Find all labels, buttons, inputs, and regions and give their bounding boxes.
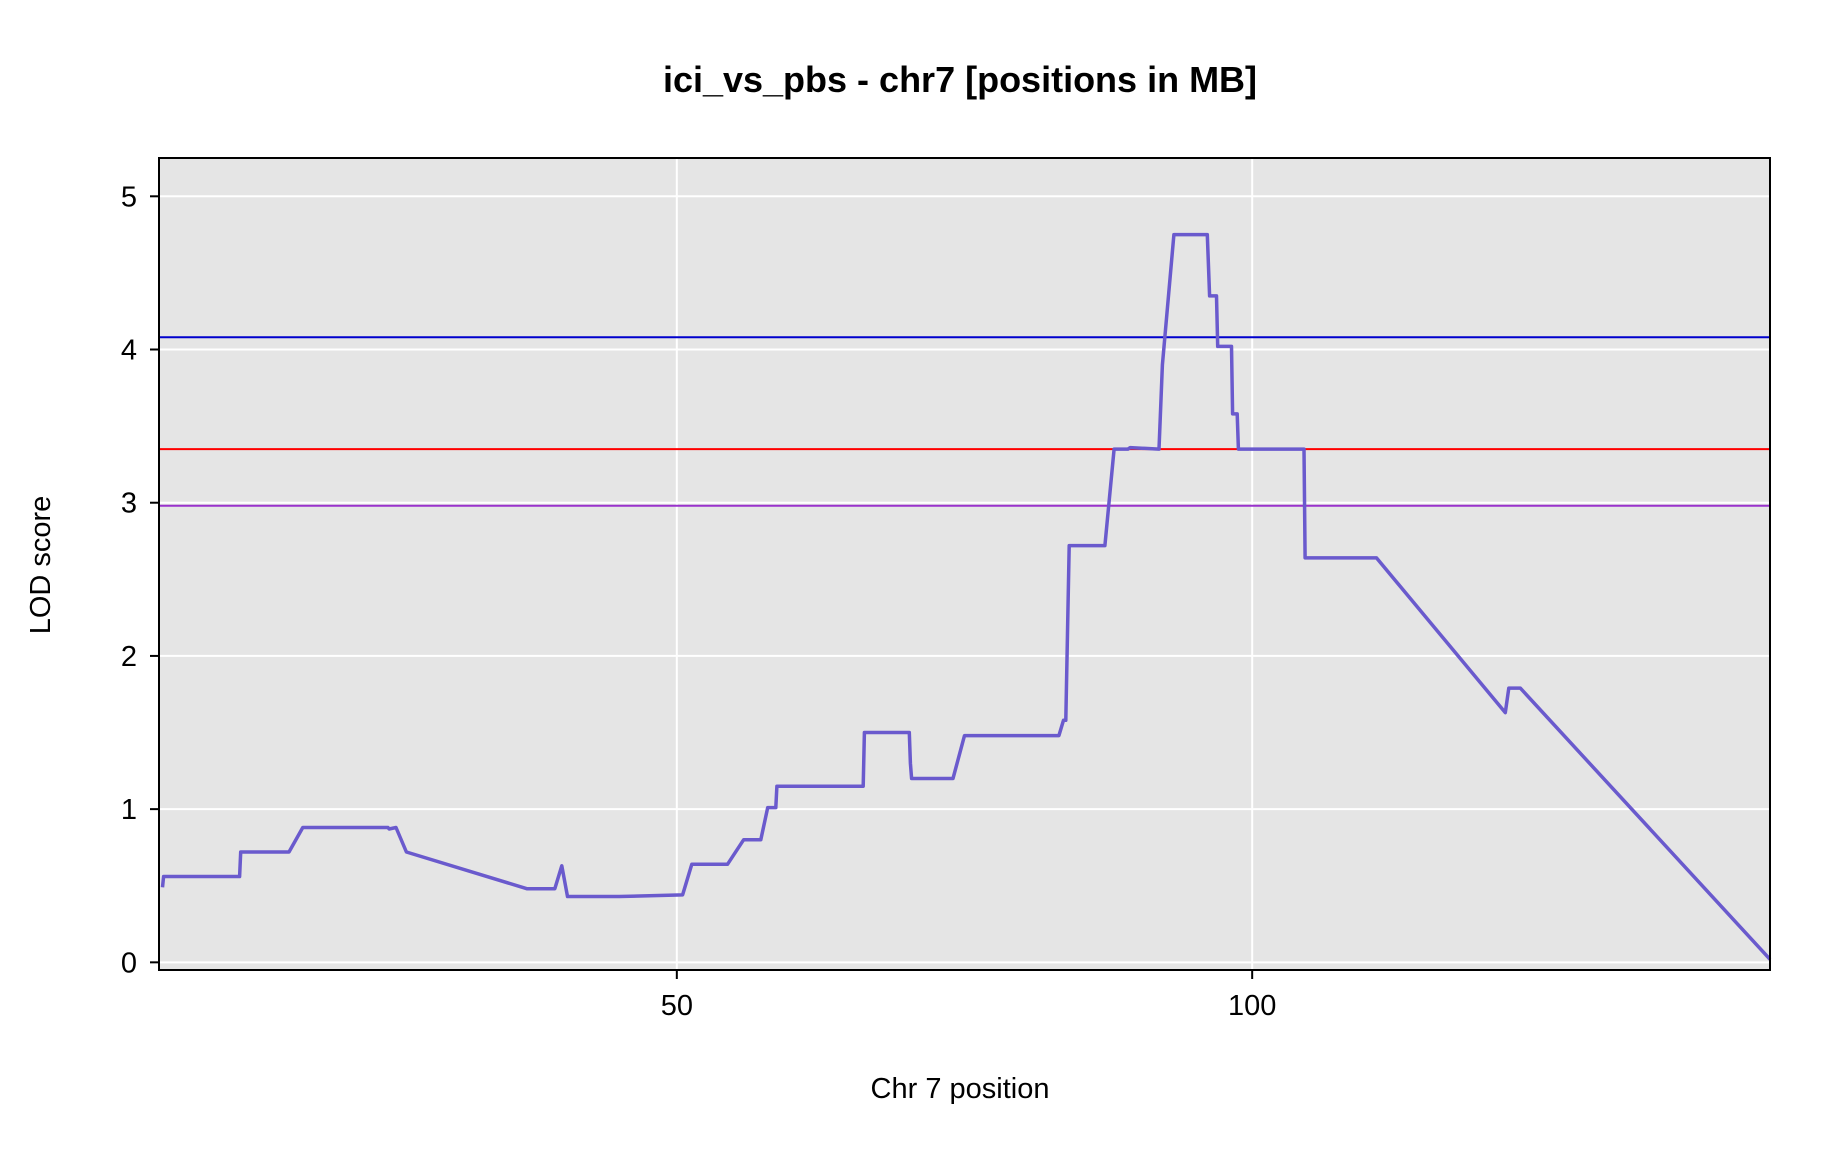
y-axis-title: LOD score: [25, 496, 57, 635]
y-tick-label: 4: [121, 335, 137, 367]
y-tick-label: 5: [121, 181, 137, 213]
y-tick-label: 0: [121, 947, 137, 979]
threshold-lines: [159, 336, 1770, 507]
axis-ticks: 0 1 2 3 4 5 50 100: [121, 181, 1277, 1022]
series-group: [160, 232, 1772, 961]
y-tick-label: 3: [121, 488, 137, 520]
x-tick-label: 100: [1228, 990, 1276, 1022]
x-tick-label: 50: [661, 990, 693, 1022]
chart-title: ici_vs_pbs - chr7 [positions in MB]: [663, 59, 1257, 100]
series-line: [160, 232, 1772, 961]
grid: [159, 158, 1770, 970]
y-tick-label: 1: [121, 794, 137, 826]
y-tick-label: 2: [121, 641, 137, 673]
x-axis-title: Chr 7 position: [871, 1073, 1050, 1105]
plot-area: [159, 158, 1770, 970]
plot-frame: [158, 157, 1771, 971]
